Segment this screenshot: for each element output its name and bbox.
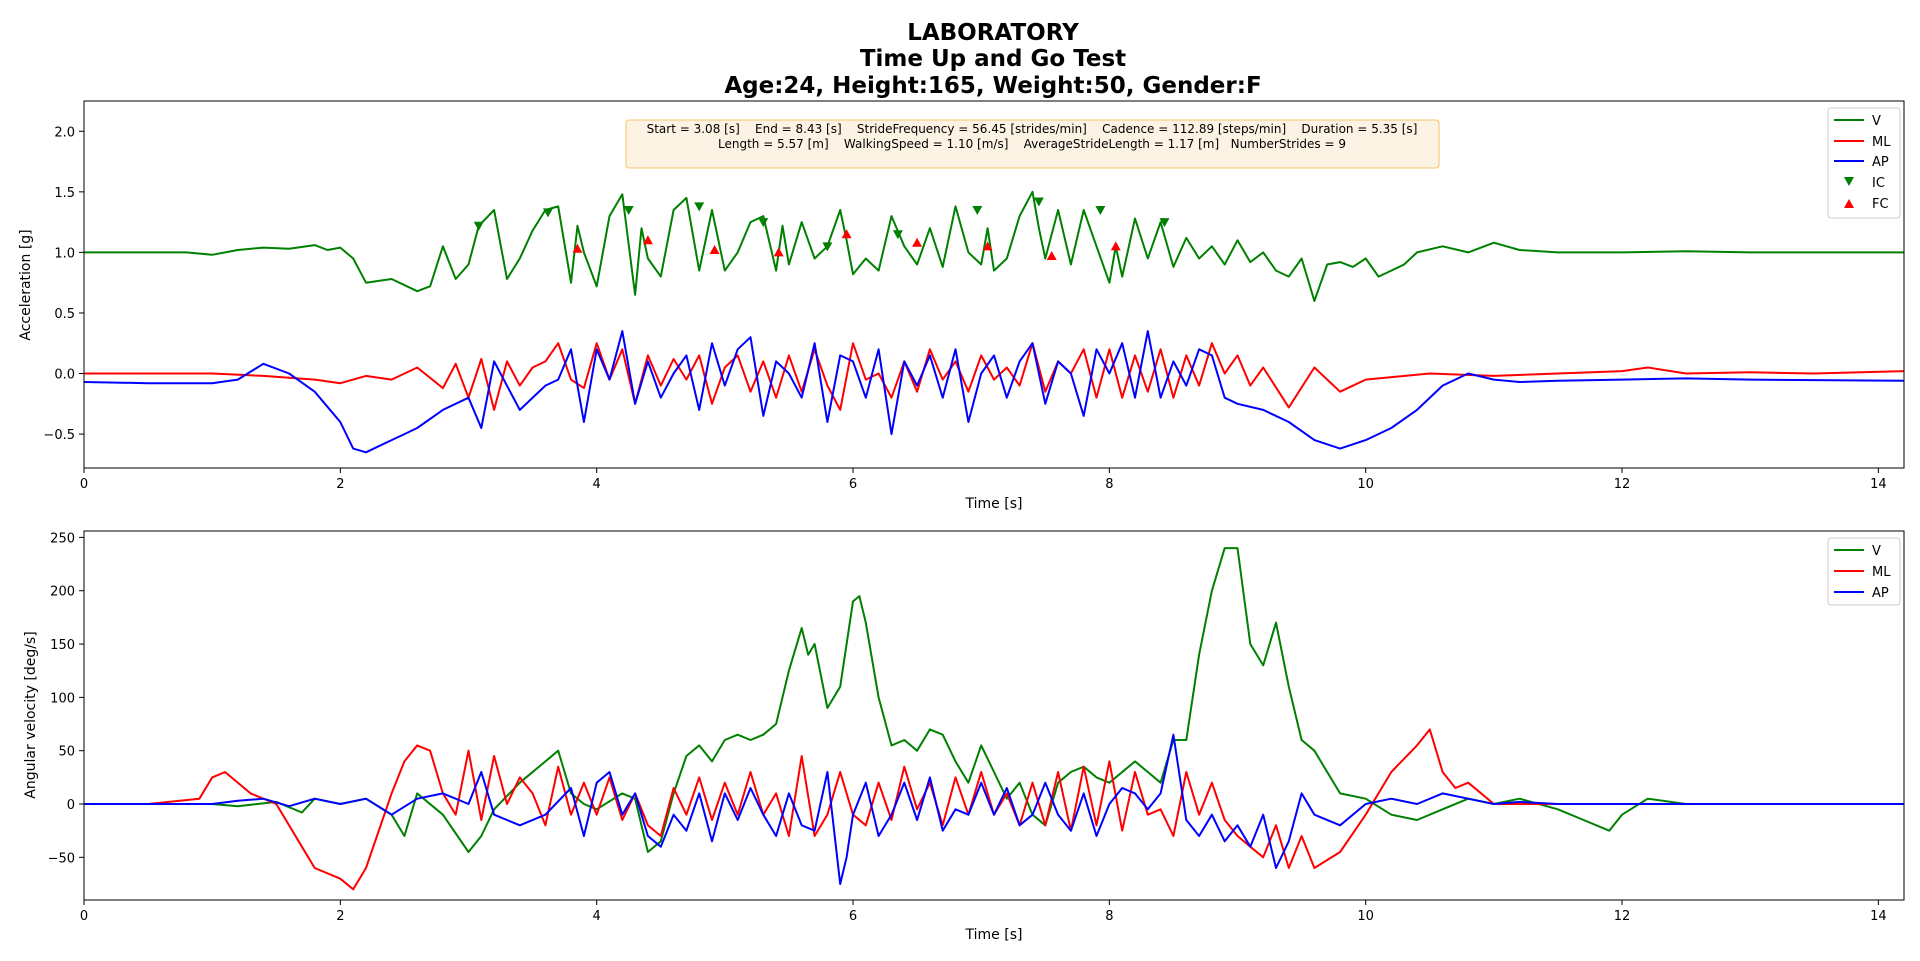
acceleration-axes: 0 2 4 6 8 10 12 14 −0.5 0.0 0.5 1.0 1.5 2.0 Time [s]… xyxy=(18,100,1905,512)
legend-label-ml: ML xyxy=(1872,565,1891,580)
angular-velocity-x-tick-label: 4 xyxy=(593,909,601,924)
angular-velocity-y-tick-label: 250 xyxy=(50,531,75,546)
legend-marker-fc xyxy=(1844,199,1854,208)
angular-velocity-x-tick-label: 0 xyxy=(80,909,88,924)
legend-label-v: V xyxy=(1872,544,1881,559)
acceleration-marker-ic xyxy=(542,208,553,218)
angular-velocity-x-tick-label: 8 xyxy=(1105,909,1113,924)
gait-parameters-box-bg xyxy=(625,119,1440,169)
acceleration-marker-fc xyxy=(1046,251,1057,261)
gait-parameters-box: Start = 3.08 [s] End = 8.43 [s] StrideFr… xyxy=(625,119,1440,169)
angular-velocity-x-tick-label: 2 xyxy=(336,909,344,924)
acceleration-marker-ic xyxy=(972,206,983,216)
angular-velocity-y-tick-label: 200 xyxy=(50,585,75,600)
legend-label-ml: ML xyxy=(1872,135,1891,150)
legend-marker-ic xyxy=(1844,177,1854,186)
angular-velocity-y-tick-label: 100 xyxy=(50,691,75,706)
angular-velocity-legend: V ML AP xyxy=(1827,537,1901,606)
angular-velocity-y-tick-label: 0 xyxy=(67,798,75,813)
acceleration-series-line-ml xyxy=(84,342,1904,411)
acceleration-y-axis-label: Acceleration [g] xyxy=(18,229,34,340)
acceleration-marker-fc xyxy=(912,237,923,247)
figure-title-line-2: Time Up and Go Test xyxy=(860,46,1126,72)
acceleration-marker-ic xyxy=(623,206,634,216)
angular-velocity-plot-area xyxy=(84,531,1904,900)
acceleration-x-tick-label: 14 xyxy=(1870,477,1887,492)
legend-label-ic: IC xyxy=(1872,176,1885,191)
acceleration-marker-fc xyxy=(841,229,852,239)
acceleration-marker-ic xyxy=(1033,197,1044,207)
angular-velocity-plot-frame xyxy=(83,530,1905,901)
acceleration-marker-fc xyxy=(709,244,720,254)
angular-velocity-y-tick-label: 150 xyxy=(50,638,75,653)
acceleration-marker-ic xyxy=(1095,206,1106,216)
legend-label-ap: AP xyxy=(1872,586,1889,601)
acceleration-y-tick-label: 2.0 xyxy=(54,125,75,140)
acceleration-marker-fc xyxy=(773,247,784,257)
angular-velocity-x-tick-label: 12 xyxy=(1614,909,1631,924)
angular-velocity-x-axis-label: Time [s] xyxy=(965,927,1023,943)
acceleration-x-tick-label: 6 xyxy=(849,477,857,492)
acceleration-y-tick-label: 0.5 xyxy=(54,307,75,322)
acceleration-legend-box xyxy=(1827,107,1901,219)
angular-velocity-series-line-ml xyxy=(84,728,1904,891)
acceleration-x-tick-label: 4 xyxy=(593,477,601,492)
acceleration-marker-ic xyxy=(822,242,833,252)
acceleration-marker-fc xyxy=(642,235,653,245)
acceleration-x-tick-label: 0 xyxy=(80,477,88,492)
acceleration-marker-fc xyxy=(982,241,993,251)
gait-parameters-line-2: Length = 5.57 [m] WalkingSpeed = 1.10 [m… xyxy=(718,137,1346,151)
acceleration-series-line-ap xyxy=(84,330,1904,454)
acceleration-marker-ic xyxy=(473,221,484,231)
figure-title-line-1: LABORATORY xyxy=(907,20,1079,46)
legend-label-ap: AP xyxy=(1872,155,1889,170)
acceleration-marker-ic xyxy=(892,230,903,240)
acceleration-marker-ic xyxy=(758,218,769,228)
angular-velocity-x-tick-label: 6 xyxy=(849,909,857,924)
angular-velocity-series-line-ap xyxy=(84,733,1904,885)
figure-title-line-3: Age:24, Height:165, Weight:50, Gender:F xyxy=(724,73,1261,99)
acceleration-marker-ic xyxy=(694,202,705,212)
acceleration-x-tick-label: 12 xyxy=(1614,477,1631,492)
acceleration-y-tick-label: −0.5 xyxy=(43,428,75,443)
acceleration-x-tick-label: 2 xyxy=(336,477,344,492)
angular-velocity-y-tick-label: −50 xyxy=(48,851,75,866)
acceleration-y-tick-label: 0.0 xyxy=(54,368,75,383)
acceleration-y-tick-label: 1.0 xyxy=(54,246,75,261)
acceleration-marker-fc xyxy=(1110,241,1121,251)
gait-parameters-line-1: Start = 3.08 [s] End = 8.43 [s] StrideFr… xyxy=(647,122,1418,136)
acceleration-plot-frame xyxy=(83,100,1905,469)
angular-velocity-y-axis-label: Angular velocity [deg/s] xyxy=(23,631,39,798)
legend-label-fc: FC xyxy=(1872,197,1889,212)
acceleration-marker-fc xyxy=(572,243,583,253)
acceleration-x-tick-label: 8 xyxy=(1105,477,1113,492)
acceleration-marker-ic xyxy=(1159,218,1170,228)
angular-velocity-x-tick-label: 14 xyxy=(1870,909,1887,924)
acceleration-legend: V ML AP IC FC xyxy=(1827,107,1901,219)
acceleration-x-axis-label: Time [s] xyxy=(965,496,1023,512)
acceleration-x-tick-label: 10 xyxy=(1357,477,1374,492)
angular-velocity-y-tick-label: 50 xyxy=(58,745,75,760)
acceleration-y-tick-label: 1.5 xyxy=(54,186,75,201)
angular-velocity-x-tick-label: 10 xyxy=(1357,909,1374,924)
legend-label-v: V xyxy=(1872,114,1881,129)
